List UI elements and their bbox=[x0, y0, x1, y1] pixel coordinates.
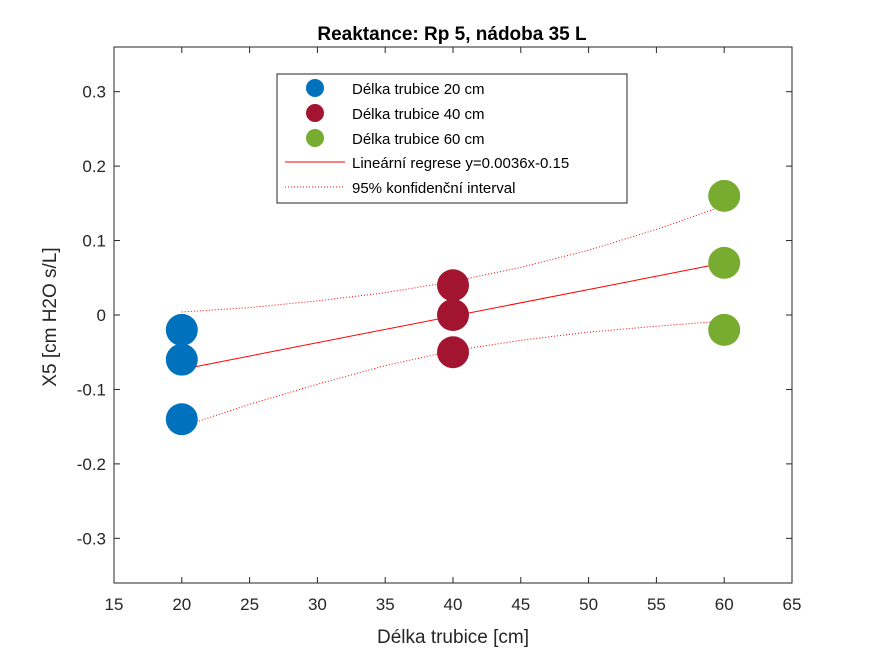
x-tick-label: 15 bbox=[105, 595, 124, 614]
y-tick-label: -0.2 bbox=[77, 455, 106, 474]
legend-label-20cm: Délka trubice 20 cm bbox=[352, 81, 485, 98]
data-point-series-3 bbox=[708, 246, 741, 279]
y-tick-label: -0.3 bbox=[77, 529, 106, 548]
data-point-series-3 bbox=[708, 313, 741, 346]
y-tick-label: 0.3 bbox=[82, 83, 106, 102]
legend-label-ci: 95% konfidenční interval bbox=[352, 180, 515, 197]
legend-marker-40cm bbox=[306, 104, 324, 122]
x-tick-label: 65 bbox=[783, 595, 802, 614]
x-tick-label: 40 bbox=[444, 595, 463, 614]
legend-label-40cm: Délka trubice 40 cm bbox=[352, 106, 485, 123]
x-tick-label: 25 bbox=[240, 595, 259, 614]
scatter-points bbox=[165, 179, 741, 436]
y-tick-label: 0.1 bbox=[82, 232, 106, 251]
legend-marker-20cm bbox=[306, 79, 324, 97]
y-axis-ticks: -0.3 -0.2 -0.1 0 0.1 0.2 0.3 bbox=[77, 83, 792, 548]
y-tick-label: 0 bbox=[97, 306, 106, 325]
legend: Délka trubice 20 cm Délka trubice 40 cm … bbox=[276, 73, 628, 204]
y-tick-label: -0.1 bbox=[77, 380, 106, 399]
data-point-series-1 bbox=[165, 403, 198, 436]
x-tick-label: 30 bbox=[308, 595, 327, 614]
data-point-series-2 bbox=[437, 336, 469, 369]
legend-marker-60cm bbox=[306, 129, 324, 147]
y-axis-label: X5 [cm H2O s/L] bbox=[40, 247, 61, 386]
legend-label-60cm: Délka trubice 60 cm bbox=[352, 131, 485, 148]
data-point-series-2 bbox=[437, 299, 469, 331]
x-tick-label: 60 bbox=[715, 595, 734, 614]
x-tick-label: 20 bbox=[172, 595, 191, 614]
data-point-series-1 bbox=[165, 313, 198, 346]
data-point-series-1 bbox=[165, 343, 198, 376]
x-tick-label: 55 bbox=[647, 595, 666, 614]
x-tick-label: 45 bbox=[511, 595, 530, 614]
chart-title: Reaktance: Rp 5, nádoba 35 L bbox=[317, 24, 587, 45]
x-axis-label: Délka trubice [cm] bbox=[377, 627, 529, 648]
x-tick-label: 50 bbox=[579, 595, 598, 614]
x-tick-label: 35 bbox=[376, 595, 395, 614]
data-point-series-3 bbox=[708, 179, 741, 212]
data-point-series-2 bbox=[437, 269, 469, 302]
x-axis-ticks: 15 20 25 30 35 40 45 50 55 60 65 bbox=[105, 47, 802, 614]
legend-label-regression: Lineární regrese y=0.0036x-0.15 bbox=[352, 155, 569, 172]
y-tick-label: 0.2 bbox=[82, 157, 106, 176]
legend-box bbox=[276, 73, 628, 204]
